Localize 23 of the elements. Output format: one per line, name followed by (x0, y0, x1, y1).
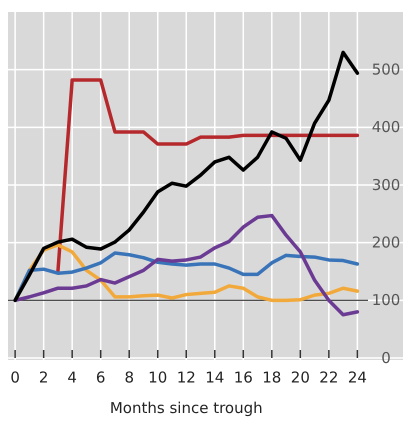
x-axis-title: Months since trough (110, 399, 263, 417)
line-series (13, 214, 360, 316)
y-tick-label: 300 (372, 176, 400, 194)
x-tick-label: 2 (38, 368, 48, 387)
x-tick-label: 16 (234, 368, 253, 387)
y-tick-label: 500 (372, 60, 400, 78)
x-tick-label: 22 (319, 368, 338, 387)
y-tick-label: 400 (372, 118, 400, 136)
x-tick-label: 12 (176, 368, 196, 387)
y-tick-label: 100 (372, 291, 400, 310)
x-tick-label: 24 (348, 368, 367, 387)
y-tick-label: 0 (381, 348, 391, 367)
y-tick-label: 200 (372, 233, 400, 252)
x-tick-label: 14 (205, 368, 224, 387)
x-tick-label: 4 (67, 368, 77, 387)
x-tick-label: 0 (10, 368, 20, 387)
x-tick-label: 6 (96, 368, 106, 387)
x-tick-label: 8 (124, 368, 134, 387)
line-series (13, 50, 360, 302)
x-tick-label: 10 (148, 368, 168, 387)
x-tick-label: 18 (262, 368, 282, 387)
line-series (56, 78, 360, 274)
x-tick-label: 20 (290, 368, 310, 387)
